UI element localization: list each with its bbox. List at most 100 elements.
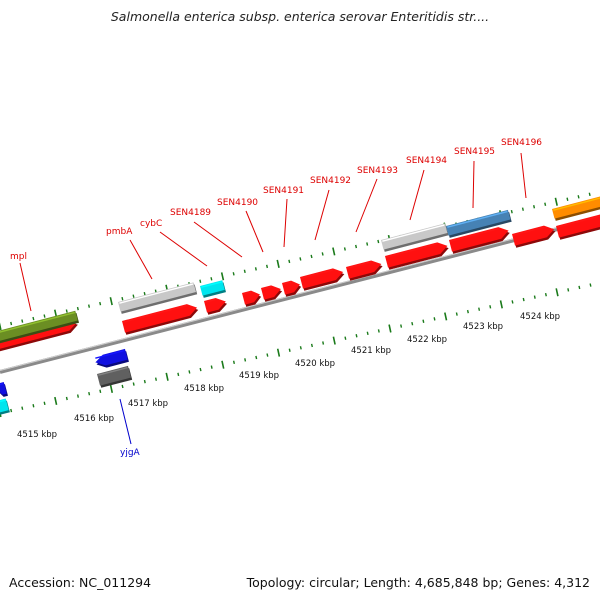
tick-mark-upper: [243, 269, 246, 274]
sen4195-feature[interactable]: [446, 209, 512, 238]
tick-mark-lower: [255, 355, 258, 360]
tick-mark-upper: [366, 242, 369, 246]
tick-mark-upper: [109, 297, 113, 306]
tick-mark-lower: [444, 312, 448, 321]
tick-mark-lower: [377, 329, 380, 333]
tick-mark-lower: [388, 324, 392, 333]
tick-mark-lower: [466, 309, 469, 314]
tick-mark-upper: [299, 257, 302, 261]
tick-mark-lower: [165, 372, 169, 381]
yjgA-cds-highlight: [95, 349, 125, 359]
gene-label-mpl[interactable]: mpl: [10, 252, 32, 312]
gene-label-sen4196[interactable]: SEN4196: [501, 138, 542, 199]
tick-marks: [0, 192, 592, 418]
tick-mark-upper: [332, 247, 336, 256]
next-cds-body: [556, 214, 600, 238]
cybC-cds[interactable]: [204, 297, 228, 315]
sen4195-feature-highlight: [447, 210, 508, 228]
tick-mark-lower: [310, 343, 313, 348]
sen4196-feature-body: [552, 196, 600, 219]
left-edge-blue-cds[interactable]: [0, 381, 8, 397]
leader-line: [409, 169, 425, 221]
tick-mark-lower: [43, 401, 46, 406]
sen4191-cds-body: [282, 280, 300, 295]
tick-mark-lower: [400, 324, 403, 328]
gene-label-yjga[interactable]: yjgA: [119, 398, 141, 458]
tick-mark-lower: [411, 321, 414, 326]
tick-mark-lower: [355, 334, 358, 338]
pmbA-feature[interactable]: [118, 282, 198, 314]
tick-mark-lower: [544, 293, 547, 297]
pmbA-cds[interactable]: [122, 304, 199, 335]
gene-label-sen4189[interactable]: SEN4189: [170, 208, 243, 258]
cybC-feature-body: [200, 280, 225, 296]
tick-mark-upper: [76, 306, 79, 311]
yjgA-feature[interactable]: [97, 365, 133, 388]
cybC-feature[interactable]: [200, 280, 226, 298]
left-edge-cyan-feature-body: [0, 398, 9, 413]
sen4196-feature[interactable]: [552, 194, 600, 221]
sen4195-cds[interactable]: [449, 227, 510, 254]
sen4194-feature-highlight: [382, 224, 445, 242]
sen4192-cds-body: [300, 268, 344, 289]
sen4191-cds-highlight: [283, 281, 292, 285]
sen4194-cds[interactable]: [385, 242, 449, 270]
sen4196-cds[interactable]: [512, 225, 556, 248]
sen4194-feature[interactable]: [381, 223, 449, 252]
gene-label-sen4191[interactable]: SEN4191: [263, 186, 304, 248]
tick-mark-upper: [566, 197, 569, 201]
gene-label-cybc[interactable]: cybC: [140, 219, 208, 267]
tick-mark-upper: [554, 197, 558, 206]
gene-label-pmba[interactable]: pmbA: [106, 227, 153, 280]
left-edge-blue-cds-body: [0, 381, 7, 395]
leader-line: [520, 152, 527, 199]
tick-mark-upper: [276, 259, 280, 268]
sen4194-cds-highlight: [386, 243, 438, 258]
gene-label-sen4193[interactable]: SEN4193: [355, 166, 398, 233]
mpl-feature[interactable]: [0, 310, 80, 344]
gene-label-sen4190[interactable]: SEN4190: [217, 198, 264, 253]
sen4190-cds[interactable]: [261, 285, 283, 302]
tick-mark-lower: [276, 348, 281, 357]
sen4189-cds[interactable]: [242, 290, 262, 307]
next-cds-highlight: [557, 215, 600, 228]
tick-mark-upper: [254, 267, 257, 271]
tick-mark-lower: [332, 336, 336, 345]
kbp-label: 4518 kbp: [184, 384, 224, 394]
sen4192-cds[interactable]: [300, 268, 345, 291]
tick-mark-upper: [65, 309, 68, 313]
sen4193-cds[interactable]: [346, 260, 383, 281]
sen4190-cds-highlight: [262, 286, 272, 290]
sen4195-cds-highlight: [450, 227, 499, 242]
map-title: Salmonella enterica subsp. enterica sero…: [110, 9, 490, 24]
tick-mark-upper: [544, 202, 547, 206]
sen4191-cds[interactable]: [282, 280, 302, 297]
tick-mark-lower: [589, 283, 592, 287]
tick-mark-lower: [478, 307, 481, 311]
tick-mark-upper: [132, 294, 135, 298]
tick-mark-lower: [533, 295, 536, 299]
tick-mark-lower: [154, 377, 158, 381]
backbone-line: [0, 216, 600, 374]
tick-mark-upper: [533, 205, 536, 209]
gene-label-sen4192[interactable]: SEN4192: [310, 176, 351, 241]
kbp-label: 4523 kbp: [463, 322, 503, 332]
mpl-feature-body: [0, 310, 78, 341]
yjgA-feature-body: [97, 365, 131, 386]
tick-mark-lower: [299, 346, 302, 350]
tick-mark-lower: [499, 300, 503, 309]
tick-mark-lower: [76, 394, 80, 398]
cybC-cds-highlight: [205, 298, 217, 303]
leader-line: [283, 198, 288, 248]
mpl-feature-highlight: [0, 311, 75, 333]
left-edge-cyan-feature[interactable]: [0, 398, 10, 415]
gene-label-sen4195[interactable]: SEN4195: [454, 147, 495, 209]
sen4196-cds-highlight: [513, 226, 545, 236]
yjgA-cds[interactable]: [95, 348, 129, 368]
tick-mark-lower: [21, 406, 24, 410]
gene-label-sen4194[interactable]: SEN4194: [406, 156, 447, 221]
tick-mark-lower: [132, 382, 135, 386]
tick-mark-lower: [522, 297, 525, 302]
next-cds[interactable]: [556, 213, 600, 240]
